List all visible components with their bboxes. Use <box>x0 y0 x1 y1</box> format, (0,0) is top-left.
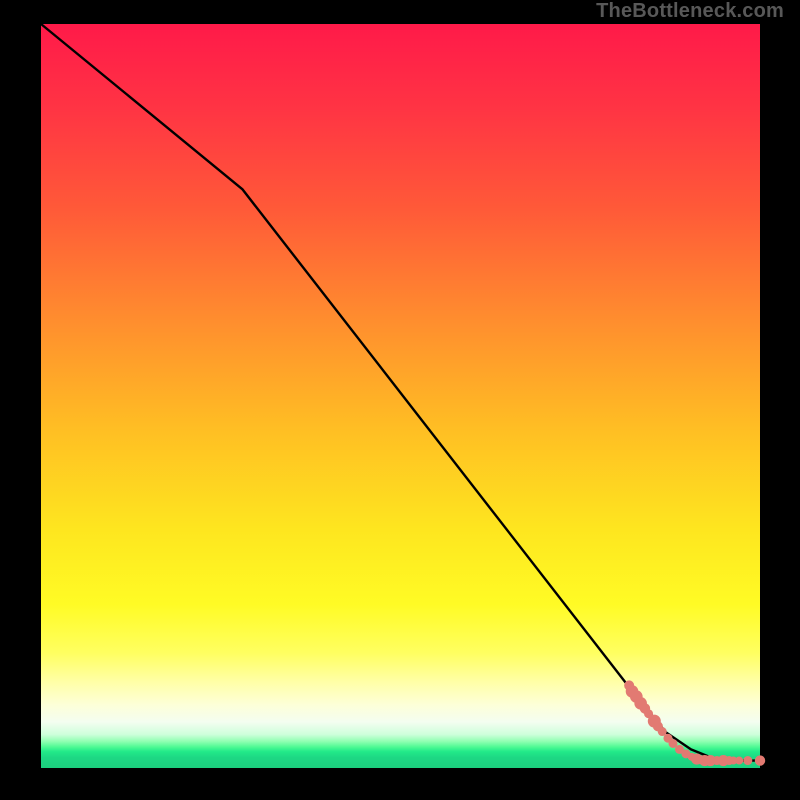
gradient-background <box>41 24 760 768</box>
attribution-text: TheBottleneck.com <box>596 0 784 23</box>
data-marker <box>735 757 743 765</box>
chart-svg <box>0 0 800 800</box>
data-marker <box>755 755 765 765</box>
data-marker <box>743 756 752 765</box>
